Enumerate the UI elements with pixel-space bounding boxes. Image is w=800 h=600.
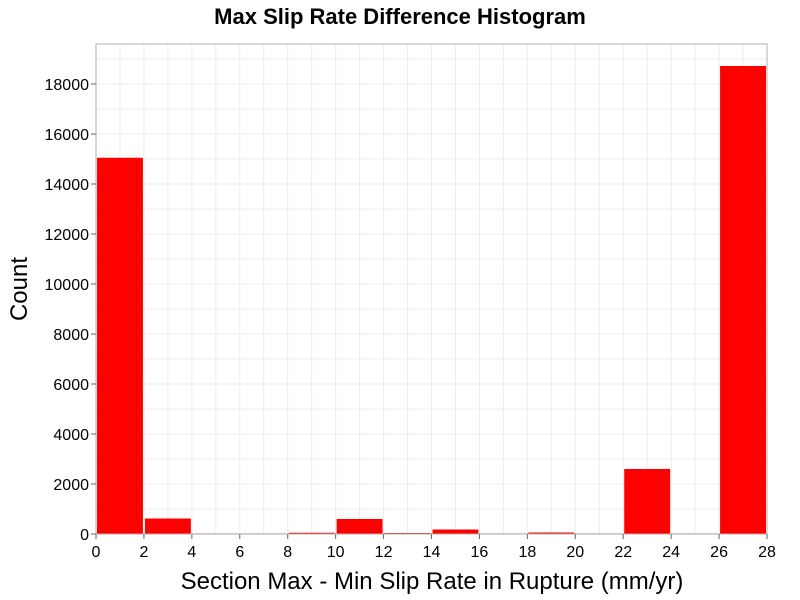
chart-title: Max Slip Rate Difference Histogram: [214, 4, 586, 29]
x-tick-label: 2: [139, 544, 148, 561]
y-axis-label-text: Count: [6, 256, 33, 322]
x-tick-label: 26: [710, 544, 728, 561]
tick-layer: 0 2 4 6 8 10 12 14 16 18 20 22 24 26 28020004000600080…: [45, 77, 777, 561]
x-tick-label: 10: [327, 544, 345, 561]
y-tick-label: 0: [80, 527, 89, 544]
y-tick-label: 12000: [45, 227, 90, 244]
x-tick-label: 22: [614, 544, 632, 561]
histogram-bar: [144, 518, 191, 534]
histogram-bar: [624, 469, 671, 534]
y-tick-label: 18000: [45, 77, 90, 94]
histogram-bar: [288, 532, 335, 534]
x-tick-label: 28: [758, 544, 776, 561]
x-tick-label: 12: [375, 544, 393, 561]
x-tick-label: 4: [187, 544, 196, 561]
bar-layer: [97, 66, 766, 534]
x-tick-label: 24: [662, 544, 680, 561]
y-tick-label: 6000: [53, 377, 89, 394]
histogram-bar: [97, 157, 143, 534]
x-tick-label: 8: [283, 544, 292, 561]
x-tick-label: 14: [423, 544, 441, 561]
x-tick-label: 20: [566, 544, 584, 561]
y-tick-label: 16000: [45, 127, 90, 144]
y-tick-label: 2000: [53, 477, 89, 494]
y-tick-label: 14000: [45, 177, 90, 194]
histogram-bar: [336, 519, 383, 534]
histogram-bar: [528, 532, 575, 534]
grid-layer: [95, 44, 768, 535]
x-tick-label: 18: [518, 544, 536, 561]
x-tick-label: 16: [471, 544, 489, 561]
y-tick-label: 10000: [45, 277, 90, 294]
x-tick-label: 0: [92, 544, 101, 561]
x-axis-label: Section Max - Min Slip Rate in Rupture (…: [180, 568, 684, 595]
y-tick-label: 8000: [53, 327, 89, 344]
histogram-bar: [720, 66, 766, 534]
y-tick-label: 4000: [53, 427, 89, 444]
x-tick-label: 6: [235, 544, 244, 561]
histogram-bar: [432, 529, 479, 534]
